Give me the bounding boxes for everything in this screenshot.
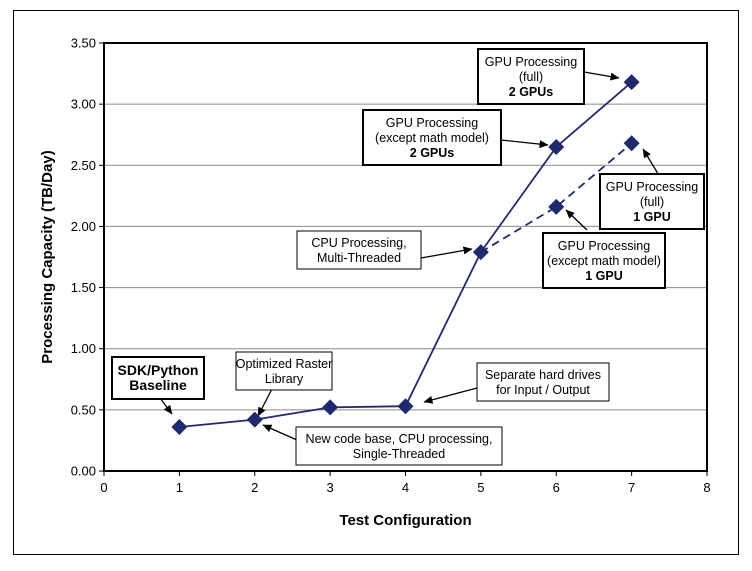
annotation-5: GPU Processing(except math model)2 GPUs	[362, 109, 502, 166]
y-tick-label: 0.50	[71, 402, 96, 417]
annotation-text: for Input / Output	[496, 383, 590, 397]
annotation-box	[477, 48, 585, 105]
x-tick-label: 8	[703, 480, 710, 495]
annotation-text: (full)	[519, 70, 543, 84]
y-tick-label: 1.50	[71, 280, 96, 295]
annotation-arrows	[159, 71, 661, 441]
annotation-arrow	[159, 397, 173, 415]
y-tick-label: 1.00	[71, 341, 96, 356]
annotation-4: CPU Processing,Multi-Threaded	[296, 230, 422, 270]
annotation-text: 2 GPUs	[509, 85, 554, 99]
annotation-text: (except math model)	[375, 131, 489, 145]
annotation-arrow	[500, 139, 549, 149]
data-point	[397, 398, 414, 415]
x-axis-title: Test Configuration	[339, 512, 471, 529]
annotation-text: (except math model)	[547, 254, 661, 268]
annotation-text: GPU Processing	[606, 180, 698, 194]
annotation-box	[599, 173, 705, 230]
annotation-arrow	[262, 424, 298, 441]
data-point	[548, 198, 565, 215]
annotation-arrow	[642, 148, 661, 178]
y-tick-label: 3.50	[71, 36, 96, 51]
y-axis-title: Processing Capacity (TB/Day)	[39, 150, 56, 363]
annotation-arrow	[257, 388, 273, 417]
point-markers	[171, 74, 640, 435]
annotation-arrow	[583, 71, 620, 81]
annotation-text: GPU Processing	[485, 55, 577, 69]
annotation-2: New code base, CPU processing,Single-Thr…	[295, 426, 503, 466]
annotation-text: Library	[265, 372, 304, 386]
annotation-arrow	[420, 246, 473, 259]
data-point	[171, 418, 188, 435]
annotation-text: Baseline	[129, 377, 187, 393]
annotation-text: Separate hard drives	[485, 368, 601, 382]
annotation-box	[235, 351, 333, 391]
annotation-text: CPU Processing,	[311, 236, 406, 250]
chart-frame	[13, 10, 739, 555]
annotation-text: Multi-Threaded	[317, 251, 401, 265]
x-tick-label: 0	[100, 480, 107, 495]
y-tick-label: 3.00	[71, 97, 96, 112]
x-tick-label: 4	[402, 480, 409, 495]
annotation-8: GPU Processing(full)1 GPU	[599, 173, 705, 230]
axes: 0.00 0.50 1.00 1.50 2.00 2.50 3.00 3.50 0 1 2 3 4 5 6 7…	[71, 36, 711, 496]
annotation-text: GPU Processing	[386, 116, 478, 130]
annotation-text: New code base, CPU processing,	[306, 432, 493, 446]
data-point	[322, 399, 339, 416]
annotation-box	[362, 109, 502, 166]
annotation-7: GPU Processing(except math model)1 GPU	[542, 232, 666, 289]
annotation-text: Single-Threaded	[353, 447, 445, 461]
annotation-box	[476, 362, 610, 402]
x-tick-label: 5	[477, 480, 484, 495]
annotation-box	[111, 356, 205, 400]
annotation-text: 2 GPUs	[410, 146, 455, 160]
data-point	[246, 411, 263, 428]
annotation-arrow	[565, 209, 588, 231]
annotation-box	[295, 426, 503, 466]
y-tick-label: 0.00	[71, 464, 96, 479]
x-tick-label: 3	[327, 480, 334, 495]
y-tick-label: 2.50	[71, 158, 96, 173]
series-line-1	[480, 142, 633, 253]
y-tick-label: 2.00	[71, 219, 96, 234]
annotation-text: Optimized Raster	[236, 357, 333, 371]
annotation-box	[542, 232, 666, 289]
annotation-arrow	[423, 387, 478, 404]
plot-area-border	[103, 42, 708, 472]
data-point	[623, 74, 640, 91]
annotation-text: (full)	[640, 195, 664, 209]
x-tick-label: 6	[553, 480, 560, 495]
annotation-text: 1 GPU	[633, 210, 671, 224]
annotation-box	[296, 230, 422, 270]
annotation-text: 1 GPU	[585, 269, 623, 283]
data-point	[548, 138, 565, 155]
data-point	[623, 135, 640, 152]
annotation-text: SDK/Python	[118, 362, 199, 378]
x-tick-label: 1	[176, 480, 183, 495]
annotation-text: GPU Processing	[558, 239, 650, 253]
data-point	[472, 244, 489, 261]
annotation-6: GPU Processing(full)2 GPUs	[477, 48, 585, 105]
x-tick-label: 2	[251, 480, 258, 495]
x-tick-label: 7	[628, 480, 635, 495]
